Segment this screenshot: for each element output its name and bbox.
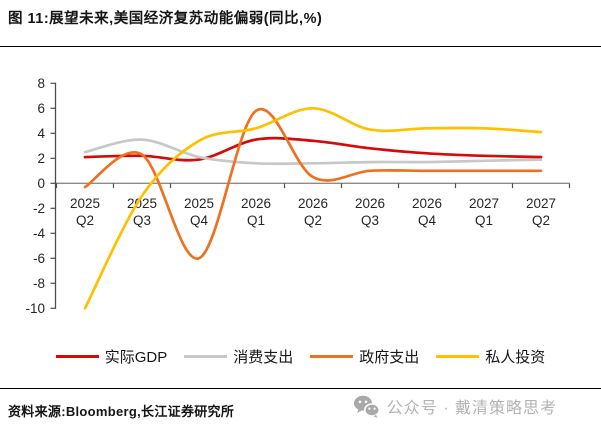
svg-text:Q2: Q2: [532, 213, 550, 228]
svg-text:-2: -2: [33, 201, 45, 216]
chart-legend: 实际GDP 消费支出 政府支出 私人投资: [0, 346, 601, 367]
wechat-icon: [353, 395, 380, 418]
top-divider: [0, 46, 601, 47]
svg-text:8: 8: [37, 76, 45, 91]
watermark-text: 公众号 · 戴清策略思考: [386, 400, 557, 417]
svg-text:4: 4: [37, 126, 45, 141]
line-chart: 8 6 4 2 0 -2 -4 -6 -8 -10 2025 Q2 2025 Q3 2025 Q4 2026 Q1…: [25, 76, 571, 316]
legend-item-2: 政府支出: [310, 346, 419, 367]
svg-text:Q3: Q3: [133, 213, 151, 228]
svg-text:2027: 2027: [469, 196, 499, 211]
svg-text:2026: 2026: [241, 196, 271, 211]
svg-text:2026: 2026: [355, 196, 385, 211]
svg-text:2025: 2025: [184, 196, 214, 211]
bottom-divider: [0, 388, 601, 389]
svg-text:Q4: Q4: [190, 213, 209, 228]
svg-text:Q1: Q1: [475, 213, 493, 228]
watermark: 公众号 · 戴清策略思考: [353, 394, 557, 418]
svg-text:2025: 2025: [127, 196, 157, 211]
legend-item-1: 消费支出: [184, 346, 293, 367]
legend-label-1: 消费支出: [233, 349, 294, 366]
svg-text:Q2: Q2: [76, 213, 94, 228]
svg-text:6: 6: [37, 101, 45, 116]
svg-text:2026: 2026: [412, 196, 442, 211]
legend-swatch-0: [55, 355, 99, 358]
x-axis-labels: 2025 Q2 2025 Q3 2025 Q4 2026 Q1 2026 Q2 2026 Q3 2026…: [70, 196, 556, 228]
y-axis-ticks: [50, 82, 56, 309]
svg-text:2027: 2027: [526, 196, 556, 211]
svg-text:2025: 2025: [70, 196, 100, 211]
legend-swatch-3: [436, 355, 480, 358]
legend-label-0: 实际GDP: [104, 349, 168, 366]
source-note: 资料来源:Bloomberg,长江证券研究所: [8, 404, 235, 419]
series-line-3: [83, 106, 543, 310]
svg-text:Q2: Q2: [304, 213, 322, 228]
legend-item-3: 私人投资: [436, 346, 545, 367]
svg-text:2: 2: [37, 151, 45, 166]
chart-title: 图 11:展望未来,美国经济复苏动能偏弱(同比,%): [8, 11, 323, 27]
svg-text:Q1: Q1: [247, 213, 265, 228]
legend-swatch-2: [310, 355, 354, 358]
legend-label-3: 私人投资: [485, 349, 546, 366]
svg-text:-10: -10: [25, 301, 45, 316]
series-line-1: [83, 138, 543, 166]
svg-text:-8: -8: [33, 276, 45, 291]
y-axis-labels: 8 6 4 2 0 -2 -4 -6 -8 -10: [25, 76, 45, 316]
x-axis-ticks: [55, 183, 571, 189]
svg-text:0: 0: [37, 176, 45, 191]
svg-text:Q3: Q3: [361, 213, 379, 228]
legend-label-2: 政府支出: [359, 349, 420, 366]
svg-text:-4: -4: [33, 226, 45, 241]
svg-text:Q4: Q4: [418, 213, 437, 228]
legend-item-0: 实际GDP: [55, 346, 168, 367]
svg-text:-6: -6: [33, 251, 45, 266]
svg-text:2026: 2026: [298, 196, 328, 211]
series-line-0: [83, 136, 543, 162]
legend-swatch-1: [184, 355, 228, 358]
